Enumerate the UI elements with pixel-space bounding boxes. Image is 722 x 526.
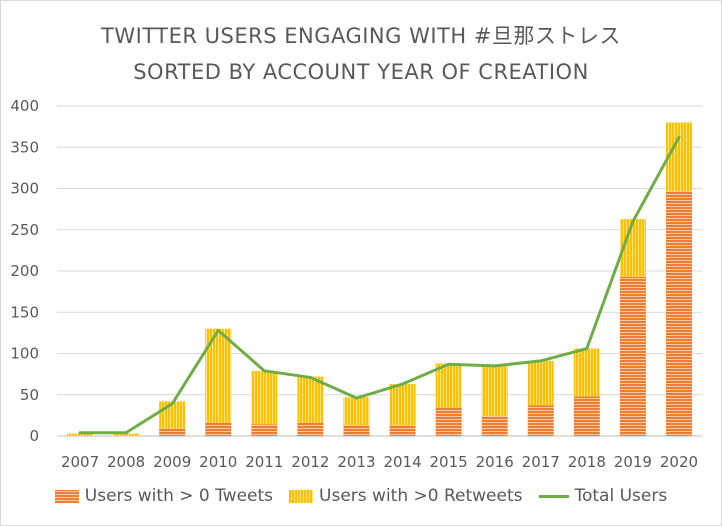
bar-tweets-2011 (251, 424, 278, 436)
x-tick-label: 2012 (291, 453, 329, 471)
x-tick-label: 2010 (199, 453, 237, 471)
bar-retweets-2017 (527, 360, 554, 406)
x-tick-label: 2018 (568, 453, 606, 471)
x-tick-label: 2008 (107, 453, 145, 471)
bar-retweets-2014 (389, 384, 416, 426)
legend-item-retweets: Users with >0 Retweets (289, 486, 523, 506)
bar-tweets-2013 (343, 425, 370, 436)
y-tick-label: 350 (10, 138, 39, 156)
y-tick-label: 0 (29, 427, 39, 445)
legend-item-tweets: Users with > 0 Tweets (54, 486, 274, 506)
bar-retweets-2018 (573, 348, 600, 397)
bar-tweets-2017 (527, 405, 554, 436)
legend-swatch-tweets (54, 489, 79, 503)
bar-retweets-2009 (159, 401, 186, 429)
legend-swatch-total (538, 494, 569, 498)
bar-retweets-2015 (435, 363, 462, 408)
x-tick-label: 2014 (383, 453, 421, 471)
bar-tweets-2019 (619, 276, 646, 436)
y-tick-label: 50 (20, 386, 39, 404)
bar-retweets-2011 (251, 370, 278, 425)
bar-tweets-2009 (159, 428, 186, 436)
line-total-users (78, 135, 681, 435)
bar-retweets-2013 (343, 397, 370, 426)
x-tick-label: 2019 (614, 453, 652, 471)
x-tick-label: 2020 (660, 453, 698, 471)
chart-legend: Users with > 0 Tweets Users with >0 Retw… (0, 486, 722, 506)
bar-retweets-2016 (481, 365, 508, 417)
bar-retweets-2020 (665, 122, 692, 191)
bar-tweets-2018 (573, 396, 600, 436)
y-tick-label: 200 (10, 262, 39, 280)
bar-tweets-2012 (297, 422, 324, 436)
x-tick-label: 2013 (337, 453, 375, 471)
bar-tweets-2016 (481, 416, 508, 436)
chart-title-line-1: TWITTER USERS ENGAGING WITH #旦那ストレス (101, 24, 621, 48)
legend-label-retweets: Users with >0 Retweets (319, 486, 523, 506)
y-tick-label: 100 (10, 345, 39, 363)
bar-tweets-2020 (665, 190, 692, 436)
chart-title-line-2: SORTED BY ACCOUNT YEAR OF CREATION (133, 60, 589, 84)
x-tick-label: 2011 (245, 453, 283, 471)
bar-tweets-2010 (205, 422, 232, 436)
bar-tweets-2014 (389, 425, 416, 436)
legend-label-total: Total Users (574, 486, 668, 506)
y-tick-label: 300 (10, 180, 39, 198)
x-tick-label: 2009 (153, 453, 191, 471)
x-tick-label: 2015 (430, 453, 468, 471)
bar-retweets-2007 (67, 433, 94, 436)
legend-label-tweets: Users with > 0 Tweets (84, 486, 274, 506)
y-tick-label: 150 (10, 303, 39, 321)
legend-swatch-retweets (289, 489, 314, 503)
bar-retweets-2008 (113, 433, 140, 436)
x-tick-label: 2007 (61, 453, 99, 471)
y-tick-label: 400 (10, 97, 39, 115)
x-tick-label: 2017 (522, 453, 560, 471)
y-tick-label: 250 (10, 221, 39, 239)
x-tick-label: 2016 (476, 453, 514, 471)
bar-retweets-2012 (297, 376, 324, 423)
legend-item-total: Total Users (538, 486, 668, 506)
bar-tweets-2015 (435, 407, 462, 436)
